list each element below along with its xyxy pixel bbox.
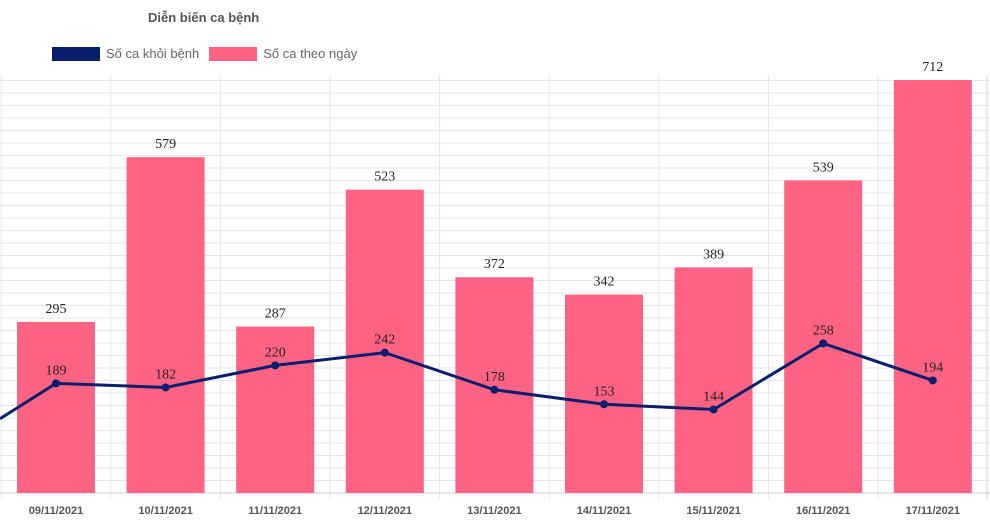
line-point bbox=[928, 376, 937, 385]
bar-value-label: 579 bbox=[155, 137, 176, 152]
line-series bbox=[0, 341, 934, 421]
legend-label-daily-cases: Số ca theo ngày bbox=[263, 46, 358, 61]
bar-value-label: 539 bbox=[813, 160, 834, 175]
bar-value-label: 342 bbox=[594, 275, 615, 290]
bar-value-label: 287 bbox=[265, 307, 286, 322]
x-tick-label: 16/11/2021 bbox=[796, 505, 850, 517]
x-tick-label: 15/11/2021 bbox=[686, 505, 740, 517]
x-tick-label: 10/11/2021 bbox=[138, 505, 192, 517]
legend-swatch-daily-cases bbox=[209, 46, 258, 61]
bar bbox=[236, 326, 315, 493]
bar bbox=[674, 267, 753, 493]
bar-value-label: 523 bbox=[374, 170, 395, 185]
line-value-label: 144 bbox=[703, 389, 724, 404]
line-point bbox=[819, 339, 828, 348]
bar-value-label: 389 bbox=[703, 247, 724, 262]
bar bbox=[565, 294, 643, 493]
bar bbox=[345, 189, 424, 493]
legend-item-recovered[interactable]: Số ca khỏi bệnh bbox=[52, 46, 199, 61]
bar bbox=[126, 157, 205, 493]
line-value-label: 242 bbox=[374, 333, 395, 348]
line-value-label: 220 bbox=[265, 345, 286, 360]
x-tick-label: 14/11/2021 bbox=[577, 505, 631, 517]
x-tick-label: 09/11/2021 bbox=[29, 505, 83, 517]
line-value-label: 194 bbox=[922, 360, 943, 375]
line-value-label: 189 bbox=[46, 363, 67, 378]
line-value-label: 182 bbox=[155, 367, 176, 382]
legend-swatch-recovered bbox=[52, 46, 100, 61]
bar bbox=[893, 80, 972, 493]
x-tick-label: 17/11/2021 bbox=[906, 505, 960, 517]
chart-title: Diễn biến ca bệnh bbox=[148, 10, 260, 25]
line-value-label: 153 bbox=[594, 384, 615, 399]
x-tick-label: 13/11/2021 bbox=[467, 505, 521, 517]
line-point bbox=[380, 348, 389, 357]
bar bbox=[17, 321, 95, 493]
bar-value-label: 372 bbox=[484, 257, 505, 272]
line-point bbox=[709, 405, 718, 414]
line-value-label: 258 bbox=[813, 323, 834, 338]
line-point bbox=[600, 400, 608, 409]
legend: Số ca khỏi bệnh Số ca theo ngày bbox=[52, 46, 367, 61]
line-value-label: 178 bbox=[484, 370, 505, 385]
bar-value-label: 712 bbox=[922, 60, 943, 75]
bar bbox=[784, 180, 863, 493]
line-point bbox=[161, 383, 170, 392]
legend-item-daily-cases[interactable]: Số ca theo ngày bbox=[209, 46, 357, 61]
line-point bbox=[52, 379, 60, 388]
line-point bbox=[490, 385, 499, 394]
x-tick-label: 11/11/2021 bbox=[248, 505, 302, 517]
bar-value-label: 295 bbox=[46, 302, 67, 317]
x-tick-label: 12/11/2021 bbox=[358, 505, 412, 517]
bar bbox=[455, 277, 534, 493]
legend-label-recovered: Số ca khỏi bệnh bbox=[106, 46, 200, 61]
line-point bbox=[271, 361, 280, 370]
